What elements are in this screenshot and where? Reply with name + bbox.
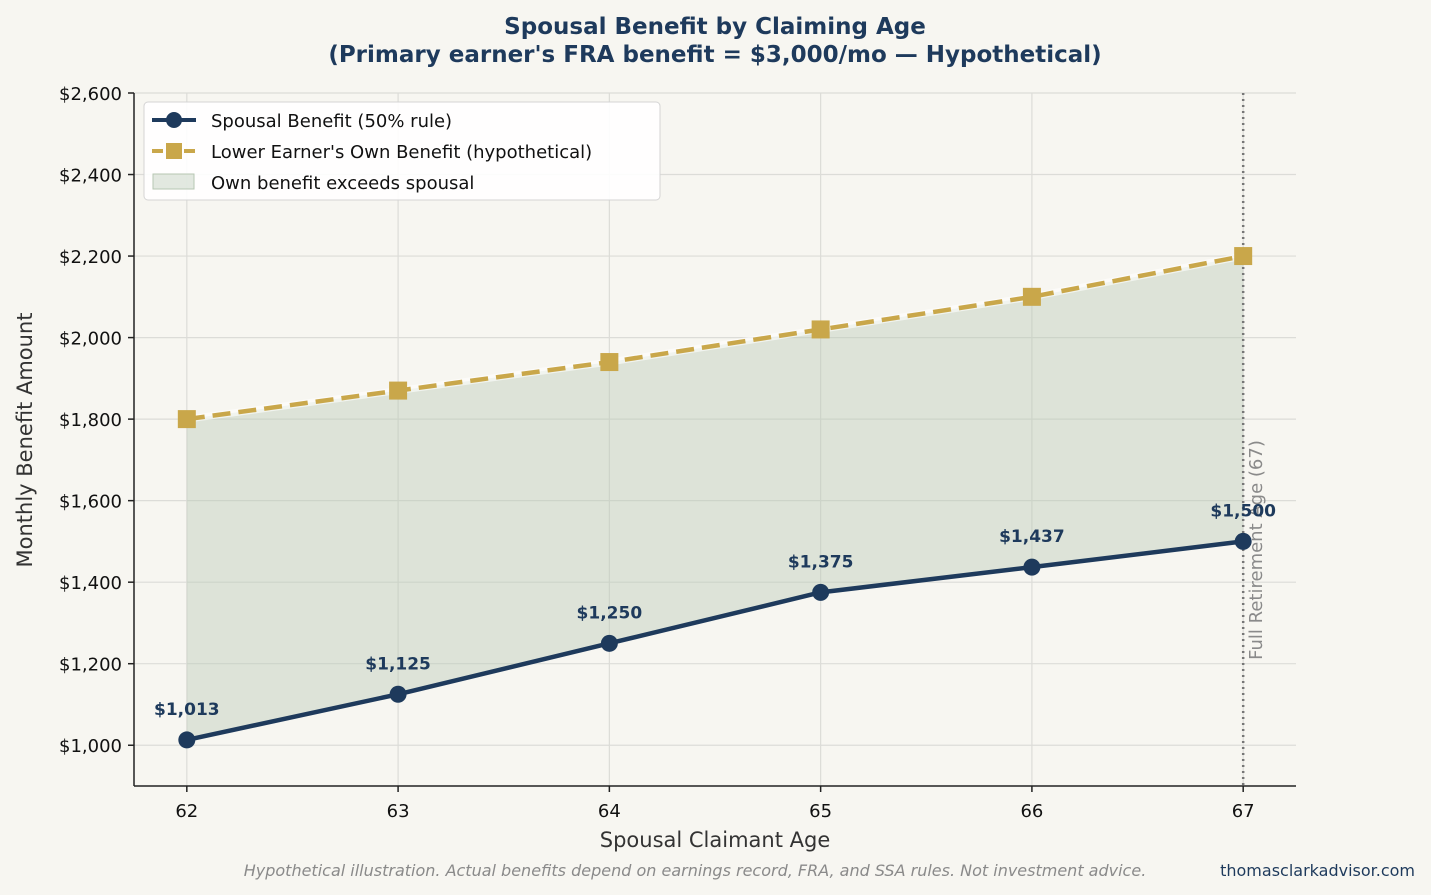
data-label: $1,125	[365, 654, 431, 674]
series-layer: $1,013 $1,125 $1,250 $1,375 $1,437 $1,500	[154, 247, 1276, 749]
series-point	[177, 410, 196, 429]
series-line-0	[186, 539, 1244, 743]
data-label: $1,013	[154, 700, 220, 720]
y-tick-label: $2,000	[59, 329, 122, 350]
x-tick-label: 66	[1020, 801, 1043, 822]
series-point	[600, 353, 619, 372]
series-point	[811, 320, 830, 339]
series-point	[1023, 558, 1041, 576]
series-line-1	[186, 253, 1244, 422]
legend-label-own: Lower Earner's Own Benefit (hypothetical…	[211, 142, 592, 163]
x-tick-label: 64	[598, 801, 621, 822]
fill-area	[186, 256, 1244, 740]
x-tick-label: 67	[1232, 801, 1255, 822]
x-tick-label: 62	[175, 801, 198, 822]
series-point	[389, 685, 407, 703]
series-point	[1234, 247, 1253, 266]
y-tick-label: $1,000	[59, 736, 122, 757]
legend-label-fill: Own benefit exceeds spousal	[211, 173, 474, 194]
legend-label-spousal: Spousal Benefit (50% rule)	[211, 111, 452, 132]
y-tick-label: $1,600	[59, 492, 122, 513]
series-point	[600, 634, 618, 652]
y-tick-label: $1,200	[59, 655, 122, 676]
data-label: $1,437	[999, 527, 1065, 547]
y-tick-label: $2,200	[59, 247, 122, 268]
chart-title-line2: (Primary earner's FRA benefit = $3,000/m…	[328, 42, 1101, 68]
legend-marker-own	[166, 143, 182, 159]
series-point	[1022, 287, 1041, 306]
series-point	[1234, 532, 1252, 550]
y-tick-label: $2,400	[59, 166, 122, 187]
y-tick-label: $1,400	[59, 573, 122, 594]
legend-patch-fill	[152, 173, 195, 190]
tick-labels: $1,000 $1,200 $1,400 $1,600 $1,800 $2,000 $2,2…	[59, 84, 1255, 822]
data-label: $1,500	[1210, 501, 1276, 521]
legend: Spousal Benefit (50% rule) Lower Earner'…	[143, 101, 661, 201]
gridlines	[134, 92, 1296, 786]
fra-reference-label: Full Retirement Age (67)	[1246, 440, 1267, 660]
legend-box	[143, 101, 661, 201]
series-point	[812, 583, 830, 601]
footer-website: thomasclarkadvisor.com	[1220, 861, 1415, 880]
series-point	[389, 381, 408, 400]
x-axis-title: Spousal Claimant Age	[600, 828, 831, 852]
y-axis-title: Monthly Benefit Amount	[13, 313, 37, 568]
footer-disclaimer: Hypothetical illustration. Actual benefi…	[244, 861, 1147, 880]
y-tick-label: $2,600	[59, 84, 122, 105]
data-label: $1,375	[788, 552, 854, 572]
data-label: $1,250	[577, 603, 643, 623]
series-point	[178, 731, 196, 749]
y-tick-label: $1,800	[59, 410, 122, 431]
axes	[133, 93, 1296, 787]
legend-marker-spousal	[166, 112, 182, 128]
x-tick-label: 65	[809, 801, 832, 822]
chart-title-line1: Spousal Benefit by Claiming Age	[504, 14, 926, 40]
x-tick-label: 63	[387, 801, 410, 822]
